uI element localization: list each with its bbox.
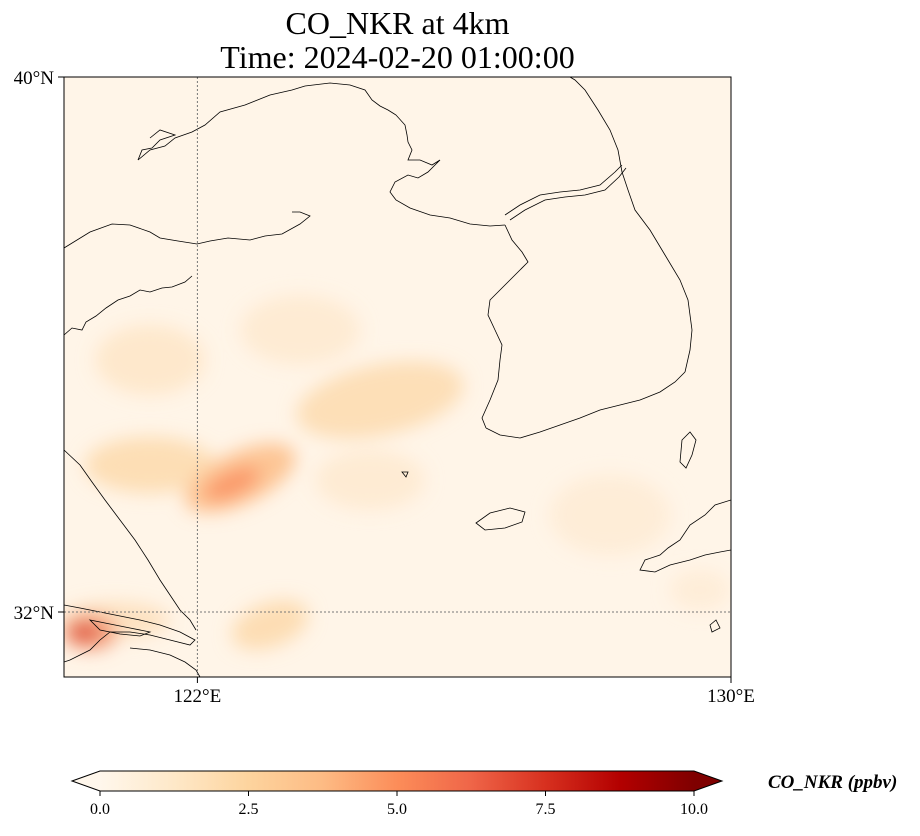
coastline-jeju (475, 507, 526, 531)
coastline-korea-border (504, 164, 623, 216)
map-title: CO_NKR at 4km (285, 5, 510, 41)
lon-label-122e: 122°E (174, 686, 222, 707)
map-subtitle: Time: 2024-02-20 01:00:00 (220, 39, 575, 75)
lat-label-40n: 40°N (14, 68, 55, 89)
coastline-kyushu (639, 499, 731, 573)
coastline-yangtze-estuary (64, 604, 196, 663)
colorbar-tick-label: 5.0 (387, 801, 407, 818)
plume-patch (70, 623, 98, 641)
plume-patch (550, 475, 670, 555)
coastline-korea-south (485, 371, 686, 439)
colorbar-tick-label: 0.0 (90, 801, 110, 818)
colorbar-label: CO_NKR (ppbv) (768, 772, 897, 793)
coastline-shanghai (129, 647, 201, 677)
colorbar-gradient (100, 771, 694, 791)
lat-label-32n: 32°N (14, 603, 55, 624)
colorbar-tick-label: 2.5 (239, 801, 259, 818)
coastline-korea-west (481, 224, 529, 429)
lon-label-130e: 130°E (707, 686, 755, 707)
plume-patch (240, 295, 360, 365)
coastline-korea-east (569, 77, 693, 373)
colorbar-ticks (99, 791, 695, 796)
map-frame (63, 76, 732, 678)
plume-patch (231, 600, 309, 650)
plume-patch (204, 466, 260, 502)
plume-patch (296, 361, 464, 439)
coastline-bohai-liaodong (137, 82, 506, 227)
coastline-korea-border-2 (509, 167, 627, 221)
plume-patch (85, 437, 215, 493)
colorbar-extend-max (694, 771, 722, 791)
coastline-dalian (137, 129, 177, 161)
colorbar-tick-label: 10.0 (680, 801, 708, 818)
island-small (401, 471, 409, 478)
coastline-tsushima (679, 431, 697, 469)
colorbar-extend-min (72, 771, 100, 791)
colorbar: 0.0 2.5 5.0 7.5 10.0 CO_NKR (ppbv) (70, 770, 897, 818)
coastlines (64, 77, 731, 677)
coastline-chongming (88, 619, 152, 637)
plume-patch (315, 450, 425, 510)
plume-patch (95, 325, 205, 395)
coastline-north-china (64, 211, 311, 249)
coastline-shandong (64, 275, 193, 336)
colorbar-tick-label: 7.5 (536, 801, 556, 818)
plume-patch (670, 570, 730, 610)
concentration-field (64, 295, 730, 650)
island-small (709, 619, 721, 633)
